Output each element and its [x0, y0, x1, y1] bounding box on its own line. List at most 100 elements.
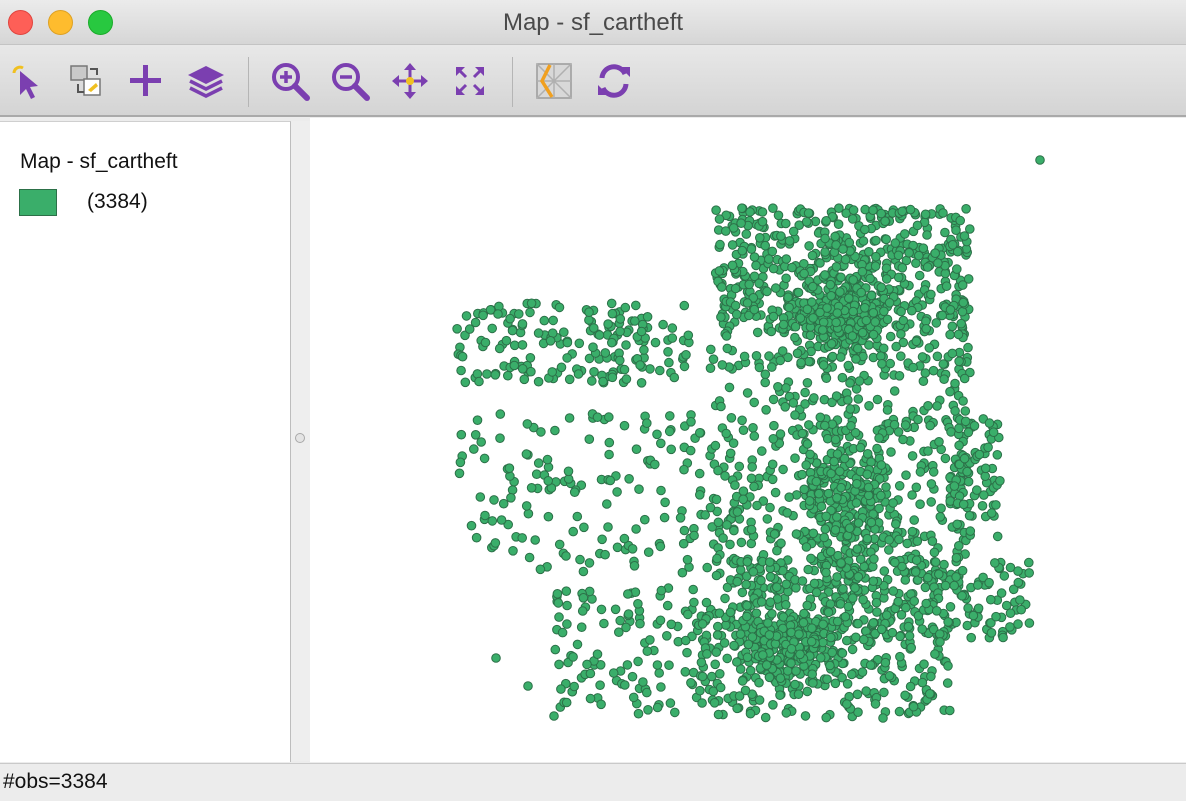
map-point	[935, 629, 945, 639]
map-point	[596, 604, 607, 615]
map-point	[662, 631, 672, 641]
map-point	[607, 372, 618, 383]
map-point	[823, 488, 834, 499]
map-point	[606, 298, 617, 309]
map-point	[522, 419, 533, 429]
map-point	[485, 305, 496, 315]
select-pointer-button[interactable]	[6, 59, 50, 103]
map-point	[758, 650, 768, 660]
map-point	[926, 497, 937, 507]
map-point	[751, 608, 762, 619]
map-point	[768, 311, 779, 322]
map-point	[619, 533, 630, 544]
point-map[interactable]	[310, 118, 1186, 762]
map-point	[452, 324, 462, 334]
maximize-window-button[interactable]	[88, 10, 113, 35]
map-point	[466, 520, 477, 531]
map-point	[727, 240, 738, 250]
map-point	[885, 358, 896, 369]
map-point	[501, 335, 512, 346]
panel-splitter[interactable]	[291, 121, 310, 761]
map-point	[958, 499, 969, 510]
map-point	[857, 667, 868, 677]
map-point	[721, 428, 732, 439]
map-point	[791, 583, 801, 593]
map-point	[947, 321, 958, 332]
map-point	[821, 511, 831, 522]
map-canvas[interactable]	[310, 118, 1186, 762]
map-point	[830, 525, 841, 535]
map-point	[904, 248, 914, 258]
splitter-handle[interactable]	[295, 433, 305, 443]
map-point	[857, 266, 868, 277]
layers-button[interactable]	[184, 59, 228, 103]
map-point	[633, 599, 643, 609]
map-point	[778, 319, 789, 330]
minimize-window-button[interactable]	[48, 10, 73, 35]
map-point	[739, 351, 750, 362]
map-point	[633, 656, 643, 667]
map-point	[896, 351, 906, 361]
map-point	[860, 204, 871, 215]
legend-swatch[interactable]	[19, 189, 57, 216]
map-point	[900, 420, 911, 430]
map-point	[871, 251, 881, 262]
map-point	[866, 517, 877, 528]
map-point	[545, 336, 556, 346]
map-point	[549, 711, 559, 721]
map-point	[689, 597, 699, 608]
map-point	[952, 519, 963, 530]
map-point	[923, 446, 933, 456]
map-point	[713, 709, 724, 720]
pan-button[interactable]	[388, 59, 432, 103]
map-point	[881, 482, 891, 492]
map-point	[700, 510, 711, 520]
basemap-button[interactable]	[532, 59, 576, 103]
map-point	[709, 698, 720, 708]
map-point	[881, 274, 892, 284]
map-point	[930, 248, 941, 258]
map-point	[493, 309, 503, 319]
map-point	[930, 649, 940, 659]
map-point	[757, 207, 768, 217]
map-point	[771, 283, 781, 293]
map-point	[773, 382, 783, 392]
refresh-button[interactable]	[592, 59, 636, 103]
map-point	[911, 482, 922, 493]
map-point	[837, 372, 848, 383]
map-point	[711, 205, 721, 215]
map-point	[675, 513, 686, 523]
map-point	[781, 383, 791, 393]
window-title: Map - sf_cartheft	[502, 9, 684, 36]
zoom-out-button[interactable]	[328, 59, 372, 103]
map-point	[744, 310, 754, 321]
map-point	[957, 565, 968, 576]
add-layer-button[interactable]	[124, 59, 168, 103]
map-point	[882, 405, 893, 415]
map-point	[885, 331, 896, 342]
map-point	[737, 245, 748, 256]
selection-shape-button[interactable]	[64, 59, 108, 103]
map-point	[835, 287, 845, 297]
zoom-in-button[interactable]	[268, 59, 312, 103]
map-point	[832, 308, 843, 318]
map-point	[914, 270, 925, 281]
map-point	[991, 500, 1001, 510]
map-point	[819, 532, 830, 543]
map-point	[884, 671, 895, 681]
map-point	[992, 531, 1003, 542]
map-point	[679, 525, 690, 536]
map-point	[717, 282, 727, 292]
map-point	[797, 469, 807, 480]
map-point	[710, 440, 721, 451]
map-point	[472, 415, 483, 426]
map-point	[732, 576, 743, 587]
map-point	[959, 231, 970, 241]
map-point	[728, 438, 739, 449]
map-point	[815, 307, 825, 318]
close-window-button[interactable]	[8, 10, 33, 35]
fit-extent-button[interactable]	[448, 59, 492, 103]
map-point	[786, 658, 796, 669]
map-point	[957, 306, 968, 317]
map-point	[860, 303, 870, 313]
